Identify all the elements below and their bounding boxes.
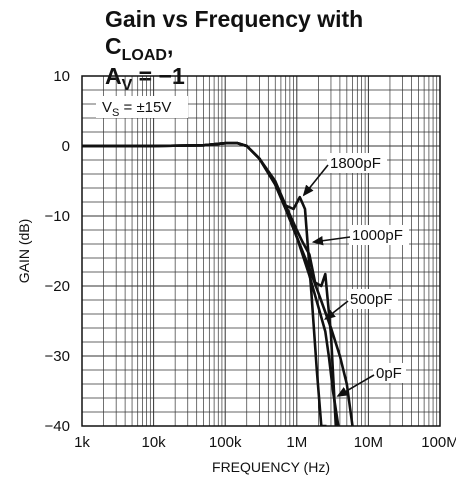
annotation-1000pf: 1000pF <box>352 227 403 244</box>
y-tick-label: −30 <box>45 348 70 365</box>
y-tick-label: 10 <box>53 68 70 85</box>
annotation-500pf: 500pF <box>350 291 393 308</box>
annotation-0pf: 0pF <box>376 365 402 382</box>
condition-label: VS = ±15V <box>102 99 171 119</box>
annotation-arrow <box>311 235 351 246</box>
x-tick-label: 1k <box>74 434 90 451</box>
x-tick-label: 10M <box>354 434 383 451</box>
annotation-1800pf: 1800pF <box>330 155 381 172</box>
series-line-1000pf <box>82 141 338 426</box>
series-line-500pf <box>82 141 340 426</box>
title-prefix: Gain vs Frequency with C <box>105 6 364 59</box>
annotation-arrow <box>324 300 349 320</box>
annotation-bg <box>349 225 409 245</box>
annotation-bg <box>347 289 398 309</box>
annotation-arrow <box>302 164 329 197</box>
x-tick-label: 100k <box>209 434 242 451</box>
x-tick-label: 100M <box>421 434 456 451</box>
x-tick-label: 1M <box>286 434 307 451</box>
title-suffix: , <box>166 33 174 59</box>
annotation-bg <box>327 153 387 173</box>
condition-box <box>96 96 188 118</box>
annotation-arrow <box>336 374 375 397</box>
series-line-1800pf <box>82 141 327 426</box>
y-tick-label: −40 <box>45 418 70 435</box>
title-subscript: LOAD <box>121 47 167 64</box>
y-axis-label: GAIN (dB) <box>16 219 32 284</box>
annotation-bg <box>373 363 406 383</box>
y-tick-label: 0 <box>62 138 70 155</box>
plot-frame <box>81 75 441 427</box>
y-tick-label: −10 <box>45 208 70 225</box>
y-tick-label: −20 <box>45 278 70 295</box>
title-line2-subscript: V <box>121 77 133 94</box>
x-tick-label: 10k <box>142 434 167 451</box>
x-axis-label: FREQUENCY (Hz) <box>212 459 330 475</box>
